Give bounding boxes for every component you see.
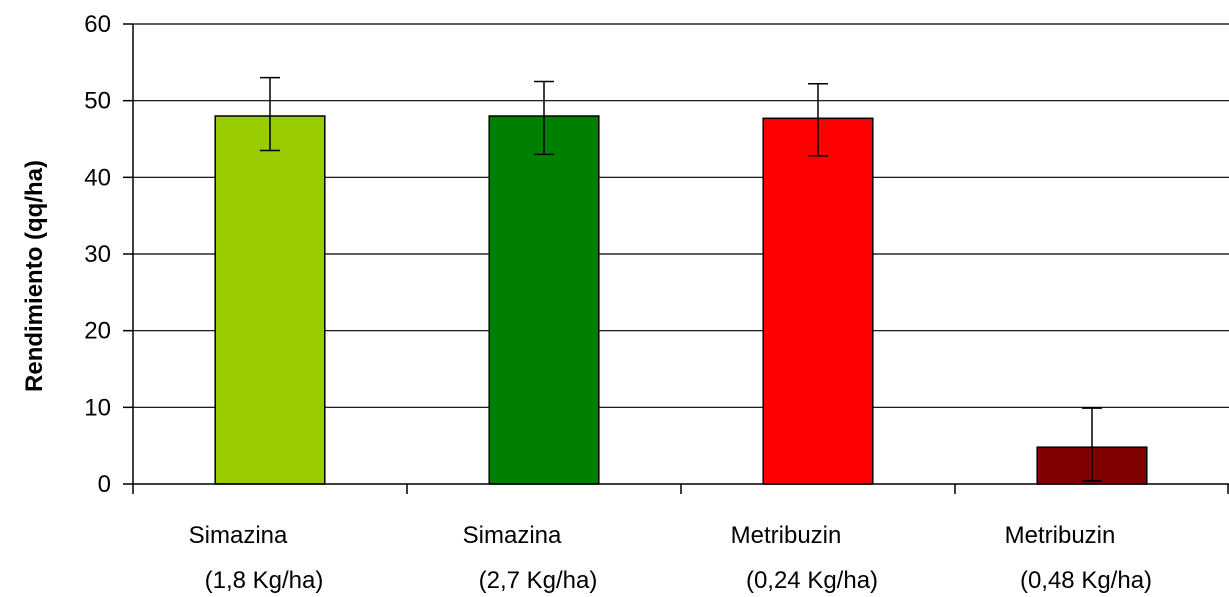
bar <box>214 115 326 485</box>
y-tick-label: 40 <box>84 164 111 191</box>
bar <box>488 115 600 485</box>
y-tick-label: 30 <box>84 241 111 268</box>
y-axis-title: Rendimiento (qq/ha) <box>21 160 48 392</box>
x-tick-label: (2,7 Kg/ha) <box>479 567 598 594</box>
x-tick-label: Metribuzin <box>1005 522 1116 549</box>
x-tick-label: Simazina <box>463 522 562 549</box>
y-tick-label: 20 <box>84 318 111 345</box>
error-bar <box>808 83 828 157</box>
x-tick-labels: Simazina (1,8 Kg/ha) Simazina (2,7 Kg/ha) Me… <box>132 484 1229 594</box>
x-tick-label: Simazina <box>189 522 288 549</box>
error-bar <box>534 80 554 156</box>
bar <box>762 117 874 485</box>
error-bar <box>1082 407 1102 482</box>
y-tick-label: 0 <box>98 471 111 498</box>
x-tick-label: (0,24 Kg/ha) <box>746 567 878 594</box>
bars <box>214 115 1148 485</box>
y-tick-label: 60 <box>84 11 111 38</box>
error-bars <box>260 76 1102 482</box>
y-tick-labels: 0 10 20 30 40 50 60 <box>84 11 133 498</box>
y-tick-label: 50 <box>84 88 111 115</box>
y-tick-label: 10 <box>84 394 111 421</box>
x-tick-label: (0,48 Kg/ha) <box>1020 567 1152 594</box>
error-bar <box>260 76 280 152</box>
x-tick-label: Metribuzin <box>731 522 842 549</box>
x-tick-label: (1,8 Kg/ha) <box>205 567 324 594</box>
